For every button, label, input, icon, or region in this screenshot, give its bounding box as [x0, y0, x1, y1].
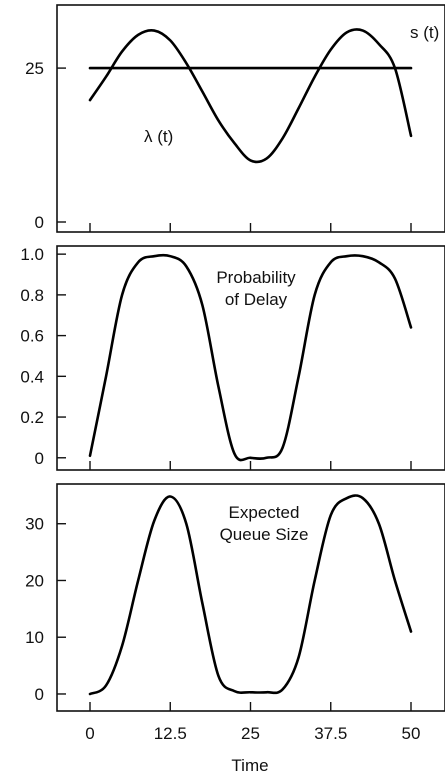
- y-tick-label: 20: [25, 571, 44, 590]
- panel-1-frame: [56, 4, 445, 233]
- panel-arrival-rate: 0 25 λ (t) s (t): [25, 4, 445, 233]
- series-t-line: [88, 28, 413, 164]
- x-tick-label: 50: [402, 724, 421, 743]
- lambda-label: λ (t): [144, 127, 173, 146]
- x-axis-title: Time: [231, 756, 268, 775]
- panel-expected-queue-size: 0 10 20 30 0 12.5 25 37.5 50 Expected Queue Siz…: [25, 483, 445, 743]
- probability-label-line-2: of Delay: [225, 290, 288, 309]
- panel-1-x-ticks: [89, 223, 412, 232]
- probability-label-line-1: Probability: [216, 268, 296, 287]
- panel-2-x-ticks: [89, 461, 412, 470]
- panel-3-series: [88, 494, 413, 696]
- y-tick-label: 0: [35, 449, 44, 468]
- y-tick-label: 0.4: [20, 367, 44, 386]
- panel-probability-of-delay: 0 0.2 0.4 0.6 0.8 1.0 Probability of Delay: [20, 245, 445, 471]
- panel-1-y-axis: 0 25: [25, 59, 66, 232]
- x-tick-label: 12.5: [154, 724, 187, 743]
- y-tick-label: 0: [35, 685, 44, 704]
- service-rate-label: s (t): [410, 23, 439, 42]
- series-line: [88, 253, 413, 462]
- x-tick-label: 37.5: [314, 724, 347, 743]
- y-tick-label: 1.0: [20, 245, 44, 264]
- panel-3-y-axis: 0 10 20 30: [25, 515, 66, 704]
- panel-3-x-axis: 0 12.5 25 37.5 50: [85, 702, 420, 743]
- y-tick-label: 0.6: [20, 327, 44, 346]
- queue-label-line-1: Expected: [229, 503, 300, 522]
- queue-label-line-2: Queue Size: [220, 525, 309, 544]
- y-tick-label: 0.8: [20, 286, 44, 305]
- y-tick-label: 10: [25, 628, 44, 647]
- y-tick-label: 0: [35, 213, 44, 232]
- panel-2-series: [88, 253, 413, 462]
- y-tick-label: 25: [25, 59, 44, 78]
- series-line: [88, 494, 413, 696]
- y-tick-label: 0.2: [20, 408, 44, 427]
- panel-1-series: [88, 28, 413, 164]
- x-tick-label: 25: [241, 724, 260, 743]
- x-tick-label: 0: [85, 724, 94, 743]
- y-tick-label: 30: [25, 515, 44, 534]
- panel-2-y-axis: 0 0.2 0.4 0.6 0.8 1.0: [20, 245, 66, 468]
